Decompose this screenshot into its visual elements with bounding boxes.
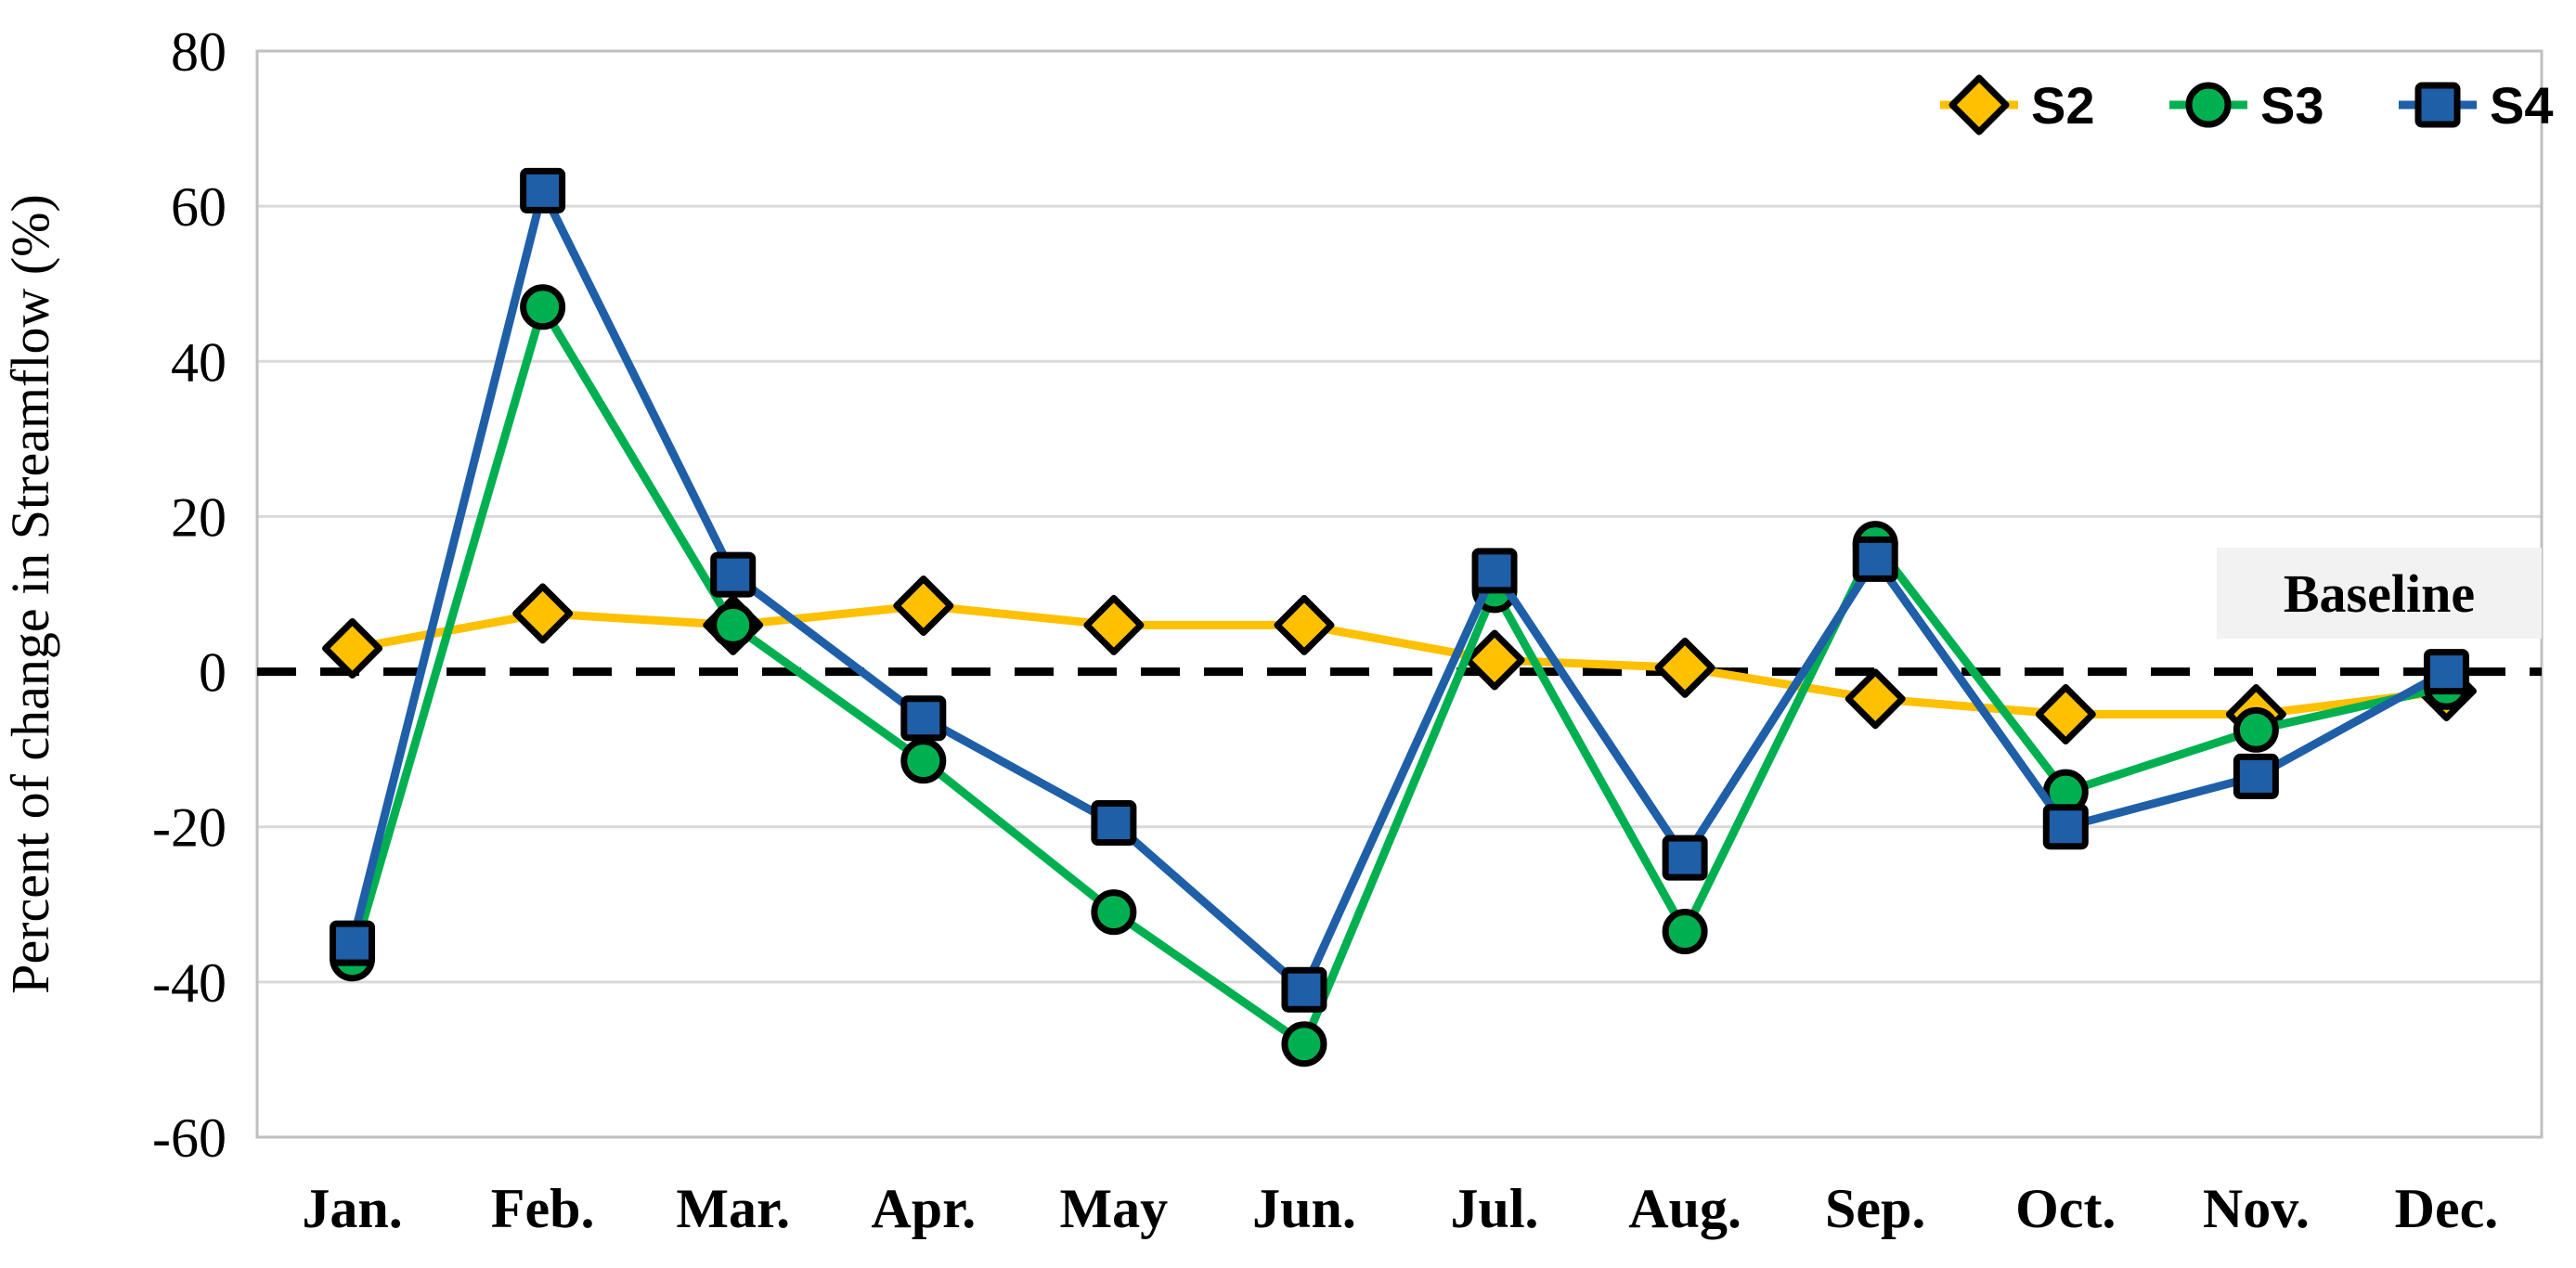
marker-S2-Jun [1274,594,1335,655]
x-tick-label: Jun. [1252,1178,1356,1239]
x-tick-label: Dec. [2395,1178,2499,1239]
legend-marker-S4 [2414,82,2461,128]
marker-S2-Aug [1654,637,1715,698]
y-tick-label: 80 [171,21,227,83]
marker-S3-Aug [1662,909,1708,955]
y-tick-label: 0 [199,642,227,704]
legend-label-S2: S2 [2031,76,2095,135]
marker-S4-Mar [710,551,757,598]
y-tick-label: -20 [152,797,227,859]
legend-marker-S2 [1948,74,2010,136]
marker-S2-Jan [322,618,383,679]
marker-S3-Jun [1281,1021,1327,1067]
marker-S2-Apr [893,576,954,637]
x-tick-label: Jan. [302,1178,402,1239]
y-tick-label: -40 [152,952,227,1014]
marker-S4-Sep [1852,536,1898,582]
y-tick-label: 60 [171,176,227,238]
y-axis-title: Percent of change in Streamflow (%) [0,194,60,994]
marker-S2-Sep [1845,668,1906,730]
x-tick-label: Jul. [1451,1178,1539,1239]
marker-S3-May [1091,889,1137,936]
marker-S2-Oct [2035,684,2096,745]
x-tick-label: Oct. [2015,1178,2116,1239]
marker-S4-Oct [2042,804,2089,850]
x-tick-label: Feb. [491,1178,595,1239]
baseline-label-box [2217,548,2542,639]
series-line-S3 [348,303,2451,1049]
x-tick-label: Sep. [1825,1178,1925,1239]
x-tick-label: Aug. [1628,1178,1741,1239]
marker-S2-May [1083,594,1145,655]
marker-S4-Aug [1662,835,1708,881]
marker-S3-Apr [900,738,947,784]
series-line-S4 [348,186,2451,994]
marker-S4-May [1091,800,1137,847]
legend-label-S4: S4 [2490,76,2554,135]
x-tick-label: May [1060,1178,1169,1239]
y-tick-label: -60 [152,1107,227,1169]
legend-marker-S3 [2185,82,2232,128]
marker-S4-Jul [1471,548,1518,594]
marker-S4-Jun [1281,966,1327,1013]
x-tick-label: Nov. [2203,1178,2310,1239]
baseline-label: Baseline [2284,563,2475,624]
x-tick-label: Apr. [871,1178,976,1239]
marker-S3-Feb [520,284,566,330]
marker-S2-Jul [1464,629,1525,691]
marker-S4-Apr [900,695,947,742]
marker-S3-Nov [2233,706,2279,753]
marker-S4-Nov [2233,753,2279,799]
marker-S4-Dec [2423,649,2469,695]
x-tick-label: Mar. [676,1178,790,1239]
y-tick-label: 20 [171,486,227,548]
marker-S3-Mar [710,602,757,648]
marker-S4-Feb [520,167,566,213]
y-tick-label: 40 [171,331,227,393]
marker-S4-Jan [330,920,376,966]
legend-label-S3: S3 [2260,76,2324,135]
series-line-S2 [348,602,2451,719]
marker-S2-Feb [512,583,574,644]
